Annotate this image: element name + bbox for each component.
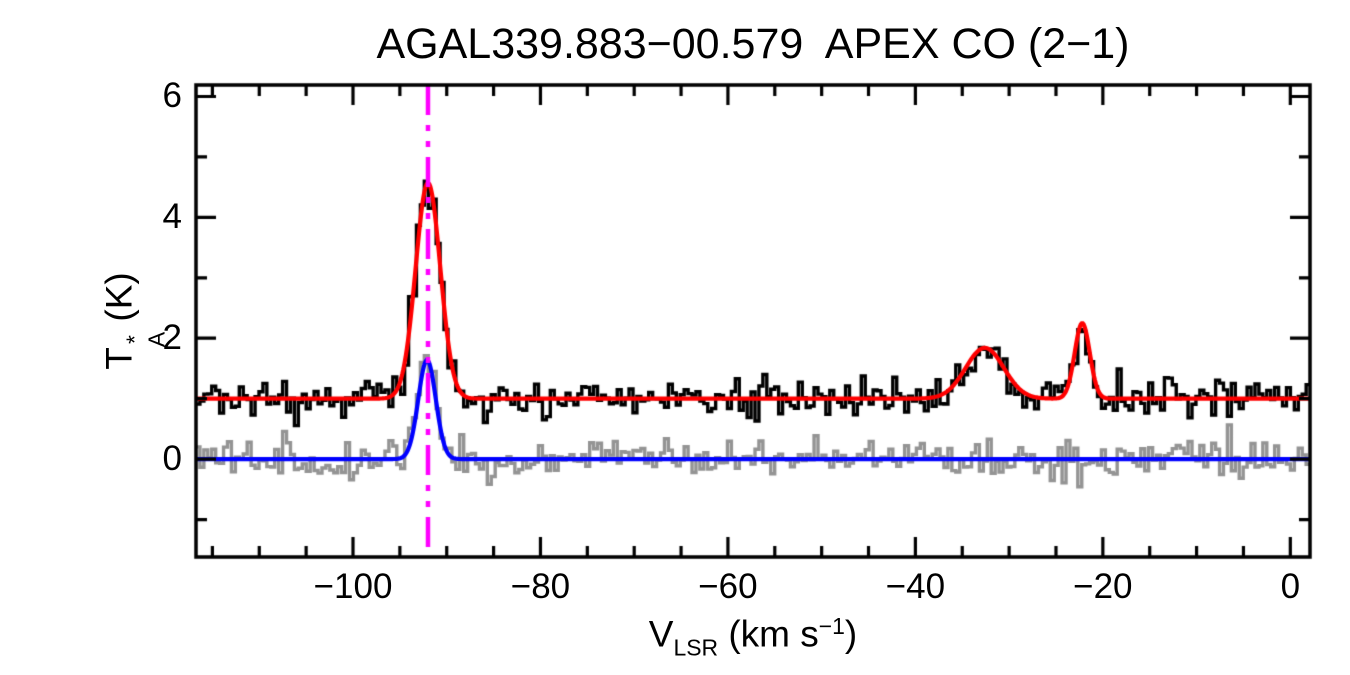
x-axis-label-unit-close: )	[844, 613, 858, 655]
x-axis-label-exponent: −1	[818, 613, 845, 639]
x-tick-label: −40	[885, 567, 946, 606]
y-tick-label: 4	[162, 197, 182, 237]
x-tick-label: 0	[1280, 567, 1301, 606]
y-tick-label: 2	[162, 318, 182, 358]
y-tick-label: 0	[162, 439, 182, 479]
plot-title: AGAL339.883−00.579 APEX CO (2−1)	[376, 20, 1130, 68]
x-axis-label-subscript: LSR	[673, 634, 719, 661]
x-axis-label-symbol: V	[648, 613, 674, 655]
x-axis-label-unit: (km s	[718, 613, 819, 655]
x-tick-label: −80	[510, 567, 571, 606]
x-axis-label: VLSR (km s−1)	[196, 603, 1310, 670]
x-tick-label: −20	[1073, 567, 1133, 606]
x-tick-label: −60	[698, 567, 758, 606]
y-tick-label: 6	[162, 76, 182, 116]
x-tick-label: −100	[313, 567, 393, 606]
